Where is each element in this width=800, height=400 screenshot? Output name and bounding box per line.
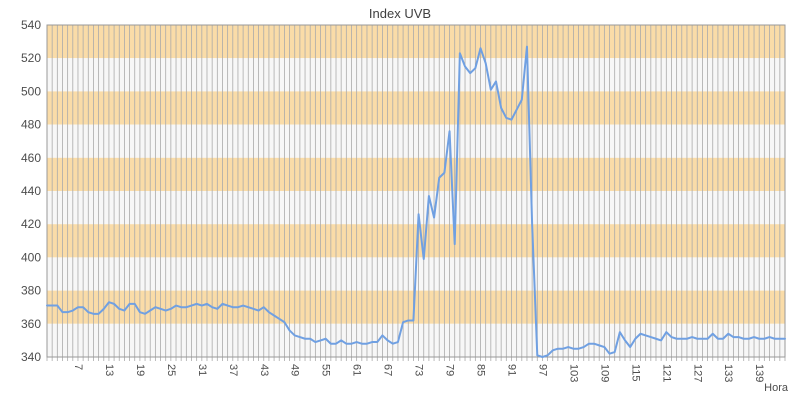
interlaced-band <box>47 290 785 324</box>
uvb-line-series <box>46 45 786 358</box>
x-tick-label: 61 <box>351 364 363 376</box>
x-tick-label: 49 <box>289 364 301 376</box>
y-tick-label: 520 <box>21 51 41 65</box>
interlaced-band <box>47 91 785 125</box>
x-tick-label: 31 <box>196 364 208 376</box>
y-tick-label: 460 <box>21 151 41 165</box>
x-tick-label: 55 <box>320 364 332 376</box>
x-axis-label: Hora <box>764 382 788 394</box>
x-tick-label: 91 <box>505 364 517 376</box>
x-tick-label: 97 <box>536 364 548 376</box>
x-tick-label: 73 <box>413 364 425 376</box>
chart-title: Index UVB <box>368 6 432 21</box>
x-tick-label: 133 <box>722 364 734 382</box>
y-tick-label: 340 <box>21 350 41 364</box>
x-tick-label: 43 <box>258 364 270 376</box>
interlaced-band <box>47 157 785 191</box>
x-tick-label: 85 <box>475 364 487 376</box>
x-tick-label: 79 <box>444 364 456 376</box>
y-tick-label: 540 <box>21 18 41 32</box>
x-tick-label: 109 <box>598 364 610 382</box>
x-tick-label: 7 <box>72 364 84 370</box>
x-tick-label: 139 <box>753 364 765 382</box>
x-tick-label: 127 <box>691 364 703 382</box>
y-tick-label: 500 <box>21 84 41 98</box>
interlaced-band <box>47 124 785 158</box>
y-tick-label: 380 <box>21 284 41 298</box>
plot-border <box>46 24 786 358</box>
y-tick-label: 420 <box>21 217 41 231</box>
y-tick-label: 360 <box>21 317 41 331</box>
x-tick-label: 103 <box>567 364 579 382</box>
y-tick-label: 400 <box>21 250 41 264</box>
x-tick-label: 19 <box>134 364 146 376</box>
x-tick-label: 13 <box>103 364 115 376</box>
x-tick-label: 37 <box>227 364 239 376</box>
x-tick-label: 67 <box>382 364 394 376</box>
interlaced-band <box>47 191 785 225</box>
interlaced-band <box>47 58 785 92</box>
y-tick-label: 480 <box>21 118 41 132</box>
interlaced-band <box>47 25 785 59</box>
x-tick-label: 121 <box>660 364 672 382</box>
x-tick-label: 25 <box>165 364 177 376</box>
x-tick-label: 115 <box>629 364 641 382</box>
interlaced-band <box>47 323 785 357</box>
y-tick-label: 440 <box>21 184 41 198</box>
